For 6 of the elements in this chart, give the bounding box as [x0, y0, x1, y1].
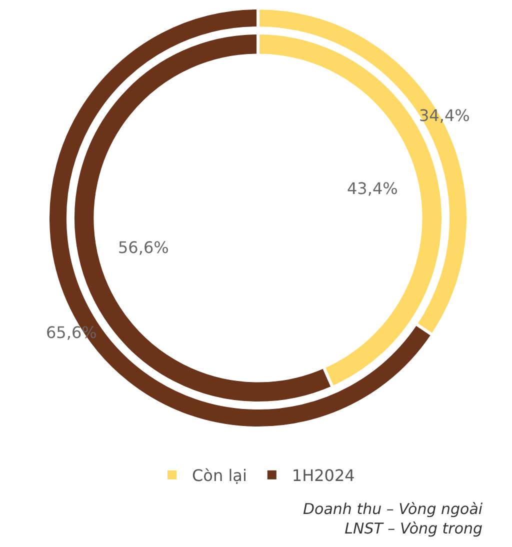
- data-label: 43,4%: [347, 179, 398, 198]
- text: LNST – Vòng trong: [344, 520, 483, 538]
- text: Doanh thu – Vòng ngoài: [303, 500, 484, 518]
- data-label: 56,6%: [118, 238, 169, 257]
- legend-label: 1H2024: [292, 466, 355, 486]
- legend-label: Còn lại: [192, 466, 247, 486]
